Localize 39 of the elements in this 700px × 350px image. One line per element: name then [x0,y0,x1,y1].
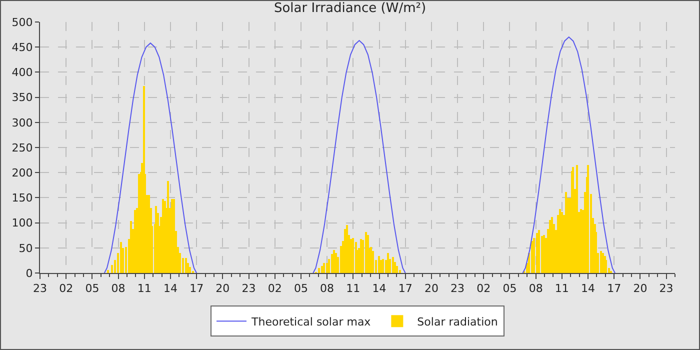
x-tick-label: 23 [33,282,47,296]
x-tick-label: 17 [398,282,412,296]
x-tick-label: 05 [294,282,308,296]
x-tick-label: 20 [216,282,230,296]
x-tick-label: 02 [59,282,74,296]
x-tick-label: 14 [372,282,386,296]
y-tick-label: 50 [18,242,33,255]
x-tick-label: 11 [346,282,360,296]
y-tick-label: 450 [12,40,33,54]
x-tick-label: 20 [633,282,648,296]
y-tick-label: 300 [12,116,33,130]
x-tick-label: 08 [528,282,543,296]
x-tick-label: 20 [424,282,438,296]
legend-label: Theoretical solar max [250,315,372,328]
x-tick-label: 05 [502,282,517,296]
chart-title: Solar Irradiance (W/m²) [274,0,426,16]
x-tick-label: 17 [607,282,622,296]
y-tick-label: 200 [12,166,33,180]
y-tick-label: 150 [12,192,33,205]
y-tick-label: 250 [12,141,33,154]
x-tick-label: 14 [163,282,178,296]
y-tick-label: 0 [26,266,33,280]
x-tick-label: 08 [320,282,334,296]
x-tick-label: 05 [85,282,100,296]
x-tick-label: 11 [554,282,569,296]
x-tick-label: 02 [476,282,491,296]
y-tick-label: 350 [12,91,33,104]
y-tick-label: 500 [12,16,33,29]
x-tick-label: 23 [242,282,256,296]
legend-label: Solar radiation [417,315,498,328]
x-tick-label: 14 [581,282,596,296]
y-tick-label: 400 [12,66,33,80]
x-tick-label: 23 [659,282,674,296]
x-tick-label: 08 [111,282,126,296]
x-tick-label: 02 [268,282,282,296]
x-tick-label: 23 [450,282,465,296]
y-tick-label: 100 [12,216,33,230]
x-tick-label: 17 [190,282,204,296]
x-tick-label: 11 [137,282,152,296]
